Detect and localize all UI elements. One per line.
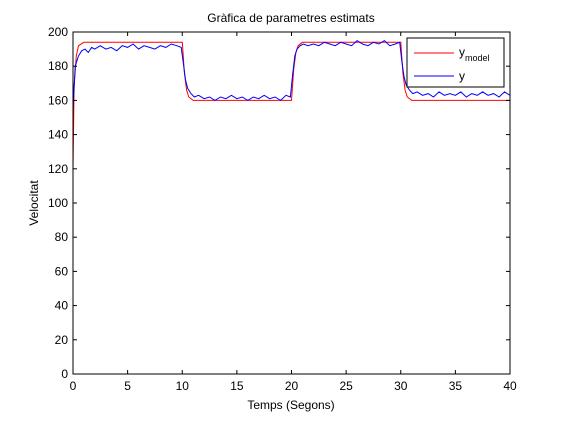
y-axis-label: Velocitat bbox=[27, 180, 41, 226]
y-tick-label: 140 bbox=[48, 128, 68, 142]
ticks-layer: 0 5 10 15 20 25 30 35 40 0 20 40 60 80 100 120 140 160 180… bbox=[48, 25, 517, 393]
y-tick-label: 40 bbox=[55, 299, 69, 313]
y-tick-label: 80 bbox=[55, 230, 69, 244]
x-tick-label: 25 bbox=[339, 379, 353, 393]
y-tick-label: 200 bbox=[48, 25, 68, 39]
legend-label-model: ymodel bbox=[459, 45, 490, 63]
x-axis-label: Temps (Segons) bbox=[247, 398, 334, 412]
x-tick-label: 20 bbox=[285, 379, 299, 393]
chart-title: Gràfica de parametres estimats bbox=[207, 11, 374, 25]
series-line-y-model bbox=[72, 41, 510, 169]
x-tick-label: 0 bbox=[70, 379, 77, 393]
x-tick-label: 5 bbox=[124, 379, 131, 393]
x-tick-label: 30 bbox=[394, 379, 408, 393]
y-tick-label: 120 bbox=[48, 162, 68, 176]
series-layer bbox=[72, 39, 511, 169]
legend-label-y: y bbox=[459, 69, 465, 83]
legend: ymodel y bbox=[406, 37, 505, 88]
x-tick-label: 15 bbox=[230, 379, 244, 393]
y-tick-label: 160 bbox=[48, 93, 68, 107]
y-tick-label: 180 bbox=[48, 59, 68, 73]
x-tick-label: 35 bbox=[449, 379, 463, 393]
series-line-y bbox=[72, 39, 511, 109]
y-tick-label: 0 bbox=[61, 367, 68, 381]
x-tick-label: 40 bbox=[503, 379, 517, 393]
legend-label-model-main: y bbox=[459, 45, 465, 59]
legend-box bbox=[406, 37, 505, 88]
y-tick-label: 20 bbox=[55, 333, 69, 347]
x-tick-label: 10 bbox=[176, 379, 190, 393]
y-tick-label: 60 bbox=[55, 264, 69, 278]
legend-label-model-subscript: model bbox=[465, 53, 490, 63]
y-tick-label: 100 bbox=[48, 196, 68, 210]
